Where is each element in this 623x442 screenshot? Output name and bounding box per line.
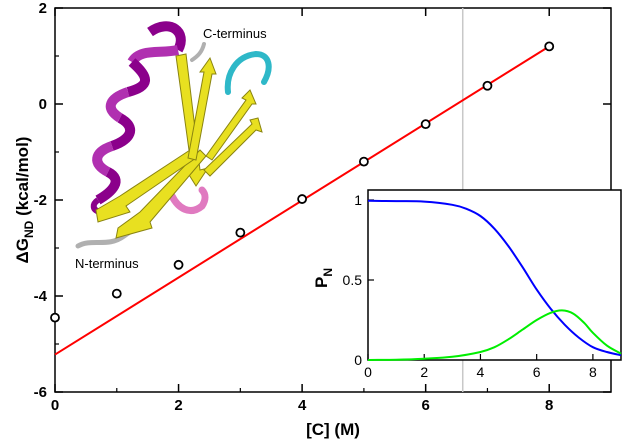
c-terminus-coil: [190, 42, 206, 62]
beta-sheet: [95, 53, 263, 239]
data-point: [420, 119, 431, 130]
y-axis-subscript: ND: [22, 220, 36, 238]
inset-y-tick-label: 0: [354, 352, 362, 368]
x-tick-label: 6: [421, 397, 429, 414]
protein-structure-image: [75, 21, 272, 249]
y-tick-label: -6: [34, 384, 47, 401]
data-point: [173, 259, 184, 270]
inset-y-axis-subscript: N: [321, 268, 335, 277]
cyan-loop: [224, 50, 272, 95]
c-terminus-label: C-terminus: [203, 26, 267, 41]
data-point: [235, 227, 246, 238]
inset-plot-frame: [367, 189, 622, 361]
n-terminus-label: N-terminus: [75, 256, 139, 271]
inset-series-blue: [367, 199, 622, 357]
data-point: [358, 156, 369, 167]
inset-y-tick-label: 1: [354, 192, 362, 208]
x-tick-label: 4: [298, 397, 307, 414]
y-axis-unit: (kcal/mol): [13, 137, 32, 216]
y-tick-label: -2: [34, 192, 47, 209]
data-point: [111, 288, 122, 299]
y-tick-label: 0: [39, 96, 47, 113]
inset-background: [368, 190, 621, 360]
x-tick-label: 8: [545, 397, 553, 414]
data-points: [50, 41, 555, 323]
x-tick-label: 0: [51, 397, 59, 414]
inset-x-tick-label: 0: [364, 364, 372, 380]
inset-x-tick-label: 8: [589, 364, 597, 380]
data-point: [544, 41, 555, 52]
inset-x-tick-label: 2: [420, 364, 428, 380]
inset-chart: 0 2 4 6 8 0 0.5 1 PN: [312, 189, 622, 380]
inset-x-tick-label: 6: [533, 364, 541, 380]
y-tick-label: 2: [39, 0, 47, 17]
inset-series-green: [367, 309, 622, 361]
inset-x-tick-label: 4: [477, 364, 485, 380]
data-point: [50, 312, 60, 323]
data-point: [482, 80, 493, 91]
inset-y-tick-label: 0.5: [343, 272, 363, 288]
inset-y-axis-title: PN: [312, 268, 335, 288]
y-axis-title: ΔGND (kcal/mol): [13, 137, 36, 264]
x-tick-label: 2: [174, 397, 182, 414]
x-axis-title: [C] (M): [306, 420, 360, 439]
inset-y-axis-symbol: P: [312, 277, 331, 288]
y-axis-symbol: ΔG: [13, 238, 32, 263]
pink-loop: [168, 186, 209, 214]
y-tick-label: -4: [34, 288, 48, 305]
data-point: [297, 194, 308, 204]
